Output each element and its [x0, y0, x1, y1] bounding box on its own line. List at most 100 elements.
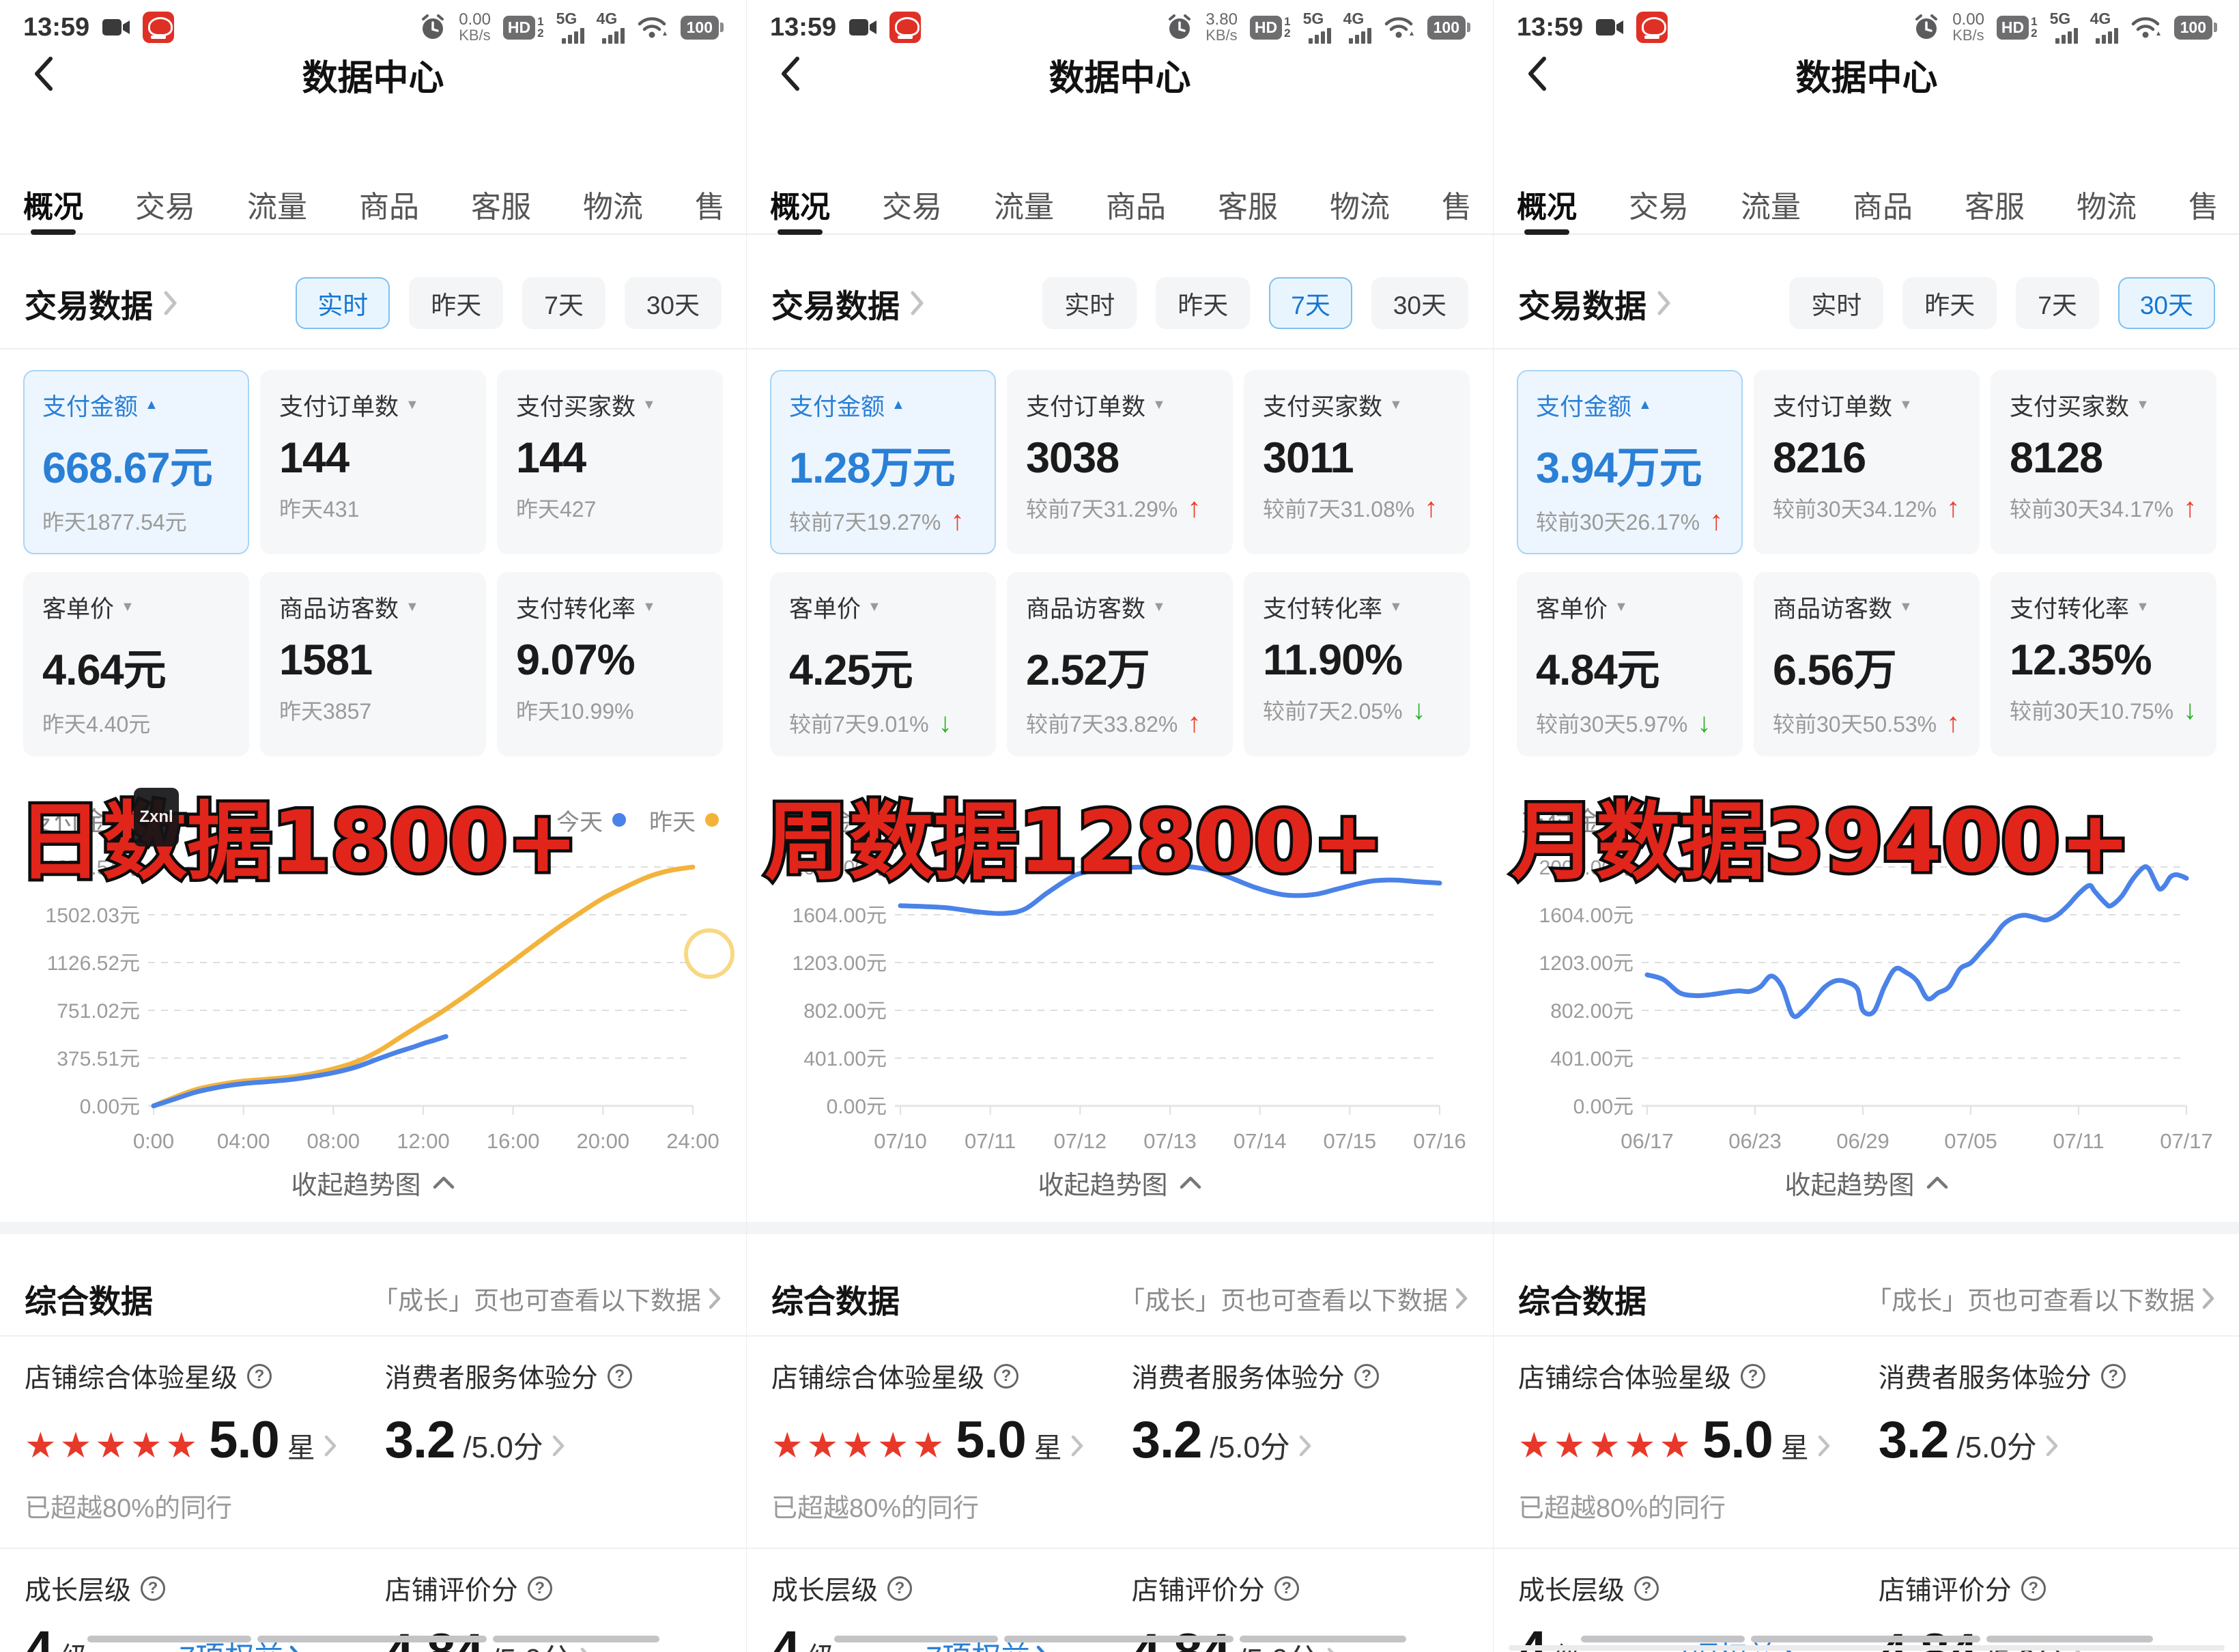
filter-30天[interactable]: 30天 [2117, 277, 2215, 329]
tab-售[interactable]: 售 [1442, 175, 1472, 233]
metric-card-支付订单数[interactable]: 支付订单数 ▼ 8216 较前30天34.12% ↑ [1754, 370, 1980, 554]
service-score-value-row[interactable]: 3.2 /5.0分 [1132, 1414, 1468, 1466]
tab-概况[interactable]: 概况 [23, 175, 83, 235]
tab-商品[interactable]: 商品 [1106, 175, 1166, 233]
help-icon[interactable]: ? [887, 1576, 913, 1601]
metric-card-支付订单数[interactable]: 支付订单数 ▼ 144 昨天431 [260, 370, 486, 554]
filter-7天[interactable]: 7天 [522, 277, 605, 329]
filter-7天[interactable]: 7天 [2016, 277, 2099, 329]
help-icon[interactable]: ? [994, 1364, 1019, 1388]
growth-page-link[interactable]: 「成长」页也可查看以下数据 [1120, 1280, 1468, 1317]
tab-交易[interactable]: 交易 [882, 175, 942, 233]
back-button[interactable] [1522, 52, 1551, 98]
help-icon[interactable]: ? [527, 1576, 552, 1601]
help-icon[interactable]: ? [247, 1364, 272, 1388]
tab-概况[interactable]: 概况 [1517, 175, 1577, 235]
metric-card-客单价[interactable]: 客单价 ▼ 4.84元 较前30天5.97% ↓ [1517, 572, 1743, 756]
metric-card-商品访客数[interactable]: 商品访客数 ▼ 2.52万 较前7天33.82% ↑ [1007, 572, 1233, 756]
help-icon[interactable]: ? [1274, 1576, 1299, 1601]
tab-客服[interactable]: 客服 [1965, 175, 2025, 233]
tab-售[interactable]: 售 [695, 175, 725, 233]
chart-title: 支付金额 [27, 808, 134, 837]
info-icon[interactable]: ? [890, 809, 913, 831]
metric-card-商品访客数[interactable]: 商品访客数 ▼ 6.56万 较前30天50.53% ↑ [1754, 572, 1980, 756]
tab-物流[interactable]: 物流 [1330, 175, 1390, 233]
benefits-link[interactable]: 7项权益 [179, 1634, 301, 1652]
tab-物流[interactable]: 物流 [2077, 175, 2137, 233]
metric-card-支付转化率[interactable]: 支付转化率 ▼ 12.35% 较前30天10.75% ↓ [1991, 572, 2216, 756]
metric-card-支付买家数[interactable]: 支付买家数 ▼ 3011 较前7天31.08% ↑ [1244, 370, 1470, 554]
tab-客服[interactable]: 客服 [1218, 175, 1278, 233]
filter-昨天[interactable]: 昨天 [1902, 277, 1997, 329]
filter-昨天[interactable]: 昨天 [409, 277, 504, 329]
collapse-trend-button[interactable]: 收起趋势图 [1494, 1163, 2239, 1201]
tab-商品[interactable]: 商品 [1853, 175, 1913, 233]
back-button[interactable] [29, 52, 57, 98]
metric-card-支付转化率[interactable]: 支付转化率 ▼ 9.07% 昨天10.99% [497, 572, 723, 756]
metric-card-支付金额[interactable]: 支付金额 ▲ 1.28万元 较前7天19.27% ↑ [770, 370, 996, 554]
service-score-value-row[interactable]: 3.2 /5.0分 [1879, 1414, 2215, 1466]
collapse-trend-button[interactable]: 收起趋势图 [747, 1163, 1493, 1201]
metric-card-支付订单数[interactable]: 支付订单数 ▼ 3038 较前7天31.29% ↑ [1007, 370, 1233, 554]
growth-page-link[interactable]: 「成长」页也可查看以下数据 [373, 1280, 722, 1317]
help-icon[interactable]: ? [607, 1364, 632, 1388]
tab-label: 物流 [2077, 190, 2137, 224]
y-axis-tick: 401.00元 [1550, 1048, 1634, 1070]
tab-概况[interactable]: 概况 [770, 175, 830, 235]
summary-section-head: 综合数据 「成长」页也可查看以下数据 [747, 1262, 1493, 1335]
trend-up-icon: ↑ [2183, 493, 2197, 523]
metric-card-客单价[interactable]: 客单价 ▼ 4.64元 昨天4.40元 [23, 572, 249, 756]
filter-7天[interactable]: 7天 [1269, 277, 1352, 329]
tab-交易[interactable]: 交易 [135, 175, 195, 233]
service-score-value-row[interactable]: 3.2 /5.0分 [385, 1414, 722, 1466]
help-icon[interactable]: ? [1741, 1364, 1766, 1388]
filter-实时[interactable]: 实时 [1789, 277, 1884, 329]
legend-item-昨天: 昨天 [649, 803, 719, 837]
metric-card-客单价[interactable]: 客单价 ▼ 4.25元 较前7天9.01% ↓ [770, 572, 996, 756]
growth-page-link[interactable]: 「成长」页也可查看以下数据 [1866, 1280, 2215, 1317]
tab-客服[interactable]: 客服 [471, 175, 531, 233]
tab-流量[interactable]: 流量 [247, 175, 307, 233]
filter-实时[interactable]: 实时 [1042, 277, 1137, 329]
filter-30天[interactable]: 30天 [1371, 277, 1468, 329]
metric-card-支付金额[interactable]: 支付金额 ▲ 668.67元 昨天1877.54元 [23, 370, 249, 554]
filter-昨天[interactable]: 昨天 [1156, 277, 1251, 329]
filter-30天[interactable]: 30天 [624, 277, 722, 329]
metric-card-支付买家数[interactable]: 支付买家数 ▼ 144 昨天427 [497, 370, 723, 554]
help-icon[interactable]: ? [1634, 1576, 1659, 1601]
metric-card-支付买家数[interactable]: 支付买家数 ▼ 8128 较前30天34.17% ↑ [1991, 370, 2216, 554]
tab-流量[interactable]: 流量 [1741, 175, 1801, 233]
metric-label: 支付转化率 [1263, 596, 1383, 623]
help-icon[interactable]: ? [2100, 1364, 2126, 1388]
shop-star-value-row[interactable]: ★★★★★ 5.0 星 [1518, 1414, 1879, 1466]
help-icon[interactable]: ? [2021, 1576, 2046, 1601]
tab-物流[interactable]: 物流 [583, 175, 643, 233]
sim2-signal-icon: 4G [597, 11, 625, 44]
sort-arrow-down-icon: ▼ [2136, 397, 2150, 412]
metric-card-支付转化率[interactable]: 支付转化率 ▼ 11.90% 较前7天2.05% ↓ [1244, 572, 1470, 756]
filter-实时[interactable]: 实时 [296, 277, 390, 329]
metric-card-支付金额[interactable]: 支付金额 ▲ 3.94万元 较前30天26.17% ↑ [1517, 370, 1743, 554]
benefits-link[interactable]: 7项权益 [926, 1634, 1048, 1652]
trend-up-icon: ↑ [950, 506, 965, 536]
metric-sub: 昨天1877.54元 [42, 505, 230, 537]
metric-sub-text: 较前30天26.17% [1536, 510, 1700, 535]
tab-交易[interactable]: 交易 [1629, 175, 1689, 233]
collapse-trend-button[interactable]: 收起趋势图 [0, 1163, 746, 1201]
info-icon[interactable]: ? [1637, 809, 1659, 831]
back-button[interactable] [775, 52, 804, 98]
help-icon[interactable]: ? [1354, 1364, 1379, 1388]
metric-card-label-row: 商品访客数 ▼ [1026, 590, 1214, 625]
tab-label: 商品 [359, 190, 419, 224]
shop-star-value-row[interactable]: ★★★★★ 5.0 星 [771, 1414, 1132, 1466]
tab-流量[interactable]: 流量 [994, 175, 1054, 233]
trade-data-title-row[interactable]: 交易数据 [25, 280, 177, 327]
tab-售[interactable]: 售 [2188, 175, 2219, 233]
shop-star-value-row[interactable]: ★★★★★ 5.0 星 [25, 1414, 385, 1466]
y-axis-tick: 0.00元 [1573, 1096, 1634, 1118]
tab-商品[interactable]: 商品 [359, 175, 419, 233]
help-icon[interactable]: ? [141, 1576, 166, 1601]
trade-data-title-row[interactable]: 交易数据 [1518, 280, 1671, 327]
metric-card-商品访客数[interactable]: 商品访客数 ▼ 1581 昨天3857 [260, 572, 486, 756]
trade-data-title-row[interactable]: 交易数据 [771, 280, 924, 327]
